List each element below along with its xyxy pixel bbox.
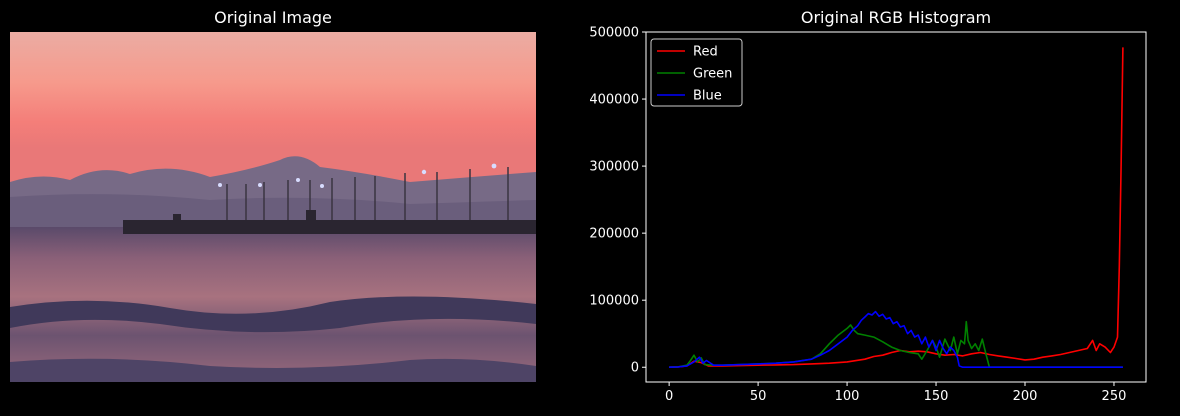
series-line-blue bbox=[669, 310, 1123, 369]
x-tick-label: 250 bbox=[1102, 389, 1127, 404]
series-line-red bbox=[669, 47, 1124, 368]
y-tick-label: 400000 bbox=[589, 93, 639, 108]
legend-label-blue: Blue bbox=[693, 89, 722, 104]
series-line-green bbox=[669, 320, 1123, 369]
y-tick-label: 200000 bbox=[589, 227, 639, 242]
y-tick-label: 0 bbox=[631, 361, 639, 376]
legend-box bbox=[650, 38, 743, 107]
original-image bbox=[10, 32, 536, 382]
legend-label-red: Red bbox=[693, 45, 718, 60]
histogram-title: Original RGB Histogram bbox=[800, 8, 992, 27]
y-tick-label: 100000 bbox=[589, 294, 639, 309]
y-tick-label: 300000 bbox=[589, 160, 639, 175]
x-tick-label: 200 bbox=[1013, 389, 1038, 404]
legend-label-green: Green bbox=[693, 67, 732, 82]
x-tick-label: 100 bbox=[835, 389, 860, 404]
x-tick-label: 0 bbox=[665, 389, 673, 404]
plot-frame bbox=[645, 31, 1147, 383]
image-title: Original Image bbox=[214, 8, 332, 27]
y-tick-label: 500000 bbox=[589, 26, 639, 41]
x-tick-label: 150 bbox=[924, 389, 949, 404]
x-tick-label: 50 bbox=[750, 389, 767, 404]
